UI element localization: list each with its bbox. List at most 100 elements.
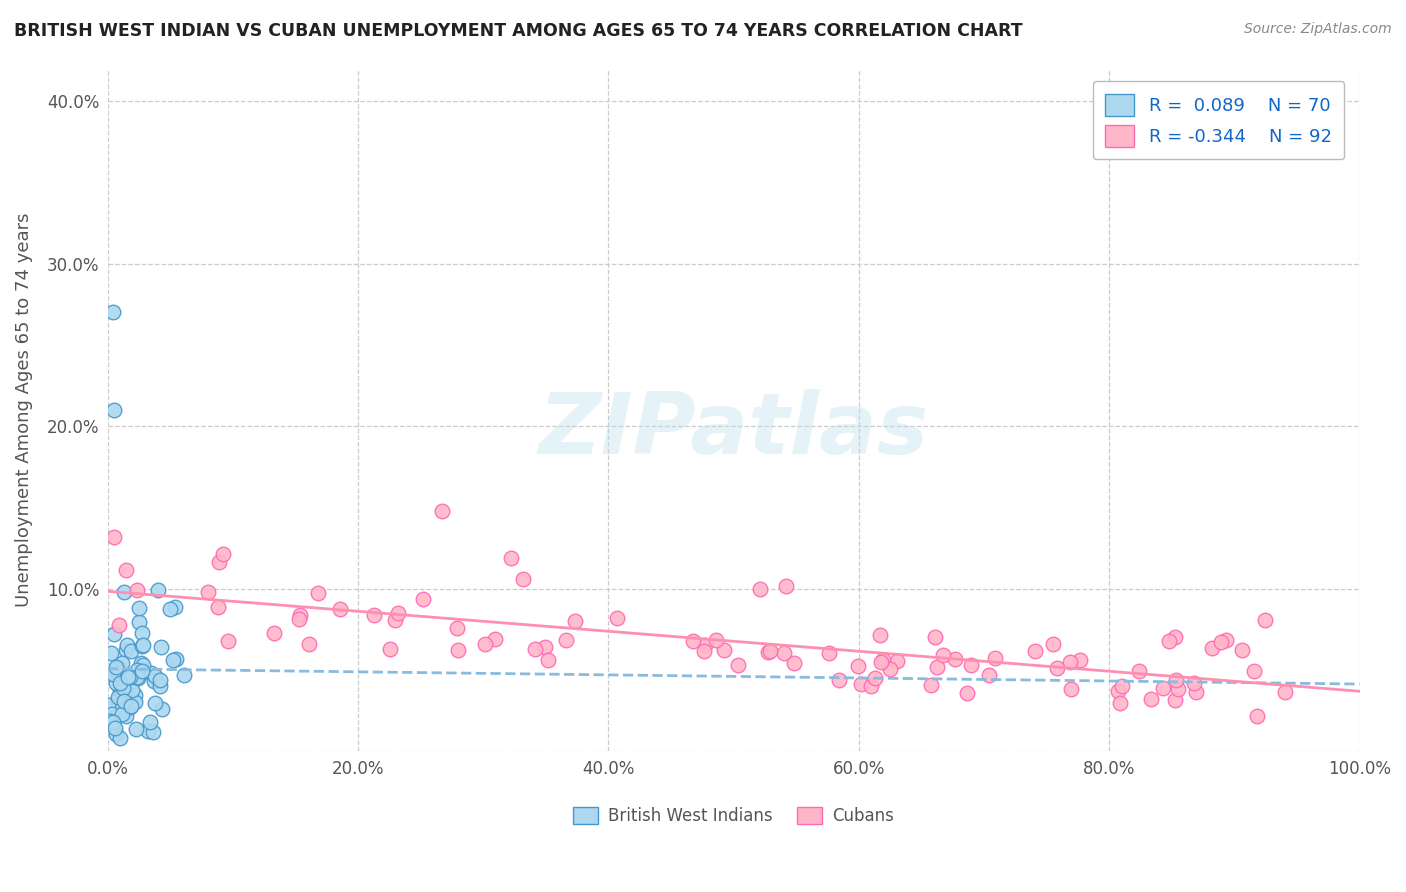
Point [384, 613, 406, 627]
Point [1215, 632, 1237, 647]
Y-axis label: Unemployment Among Ages 65 to 74 years: Unemployment Among Ages 65 to 74 years [15, 212, 32, 607]
Point [1182, 676, 1205, 690]
Point [879, 661, 901, 675]
Point [1140, 692, 1163, 706]
Point [120, 700, 142, 714]
Point [148, 583, 170, 598]
Point [984, 651, 1007, 665]
Point [162, 653, 184, 667]
Point [117, 670, 139, 684]
Point [110, 656, 132, 670]
Point [121, 683, 143, 698]
Point [103, 403, 125, 417]
Point [1246, 709, 1268, 723]
Point [925, 659, 948, 673]
Point [131, 656, 153, 670]
Point [447, 643, 470, 657]
Legend: British West Indians, Cubans: British West Indians, Cubans [567, 801, 901, 832]
Point [920, 677, 942, 691]
Point [288, 608, 311, 623]
Point [512, 572, 534, 586]
Point [977, 667, 1000, 681]
Point [1152, 681, 1174, 695]
Point [783, 656, 806, 670]
Point [1163, 692, 1185, 706]
Point [108, 682, 131, 697]
Point [1209, 634, 1232, 648]
Point [125, 722, 148, 736]
Point [103, 530, 125, 544]
Point [924, 630, 946, 644]
Point [125, 663, 148, 677]
Point [430, 503, 453, 517]
Point [115, 709, 138, 723]
Point [554, 632, 576, 647]
Point [127, 670, 149, 684]
Point [387, 606, 409, 620]
Point [1201, 640, 1223, 655]
Point [846, 658, 869, 673]
Point [534, 640, 557, 654]
Point [142, 673, 165, 688]
Point [217, 633, 239, 648]
Point [288, 612, 311, 626]
Point [818, 646, 841, 660]
Text: BRITISH WEST INDIAN VS CUBAN UNEMPLOYMENT AMONG AGES 65 TO 74 YEARS CORRELATION : BRITISH WEST INDIAN VS CUBAN UNEMPLOYMEN… [14, 22, 1022, 40]
Point [960, 657, 983, 672]
Point [149, 679, 172, 693]
Point [120, 644, 142, 658]
Point [1107, 684, 1129, 698]
Point [98, 714, 121, 728]
Point [1254, 613, 1277, 627]
Point [886, 654, 908, 668]
Point [103, 666, 125, 681]
Point [713, 643, 735, 657]
Point [693, 644, 716, 658]
Point [132, 638, 155, 652]
Point [127, 672, 149, 686]
Point [118, 670, 141, 684]
Point [114, 681, 136, 696]
Point [378, 642, 401, 657]
Point [131, 640, 153, 654]
Point [1166, 673, 1188, 687]
Point [145, 668, 167, 682]
Point [524, 641, 547, 656]
Point [329, 601, 352, 615]
Point [150, 702, 173, 716]
Point [759, 644, 782, 658]
Point [1157, 634, 1180, 648]
Point [298, 636, 321, 650]
Point [131, 664, 153, 678]
Point [111, 706, 134, 721]
Point [101, 706, 124, 721]
Point [1046, 661, 1069, 675]
Point [108, 731, 131, 745]
Point [197, 585, 219, 599]
Point [105, 694, 128, 708]
Point [363, 607, 385, 622]
Point [131, 626, 153, 640]
Point [1024, 644, 1046, 658]
Point [704, 632, 727, 647]
Point [136, 724, 159, 739]
Point [108, 666, 131, 681]
Point [727, 657, 749, 672]
Point [537, 653, 560, 667]
Point [112, 694, 135, 708]
Point [865, 671, 887, 685]
Point [828, 673, 851, 687]
Point [138, 714, 160, 729]
Point [173, 668, 195, 682]
Point [869, 655, 891, 669]
Point [132, 657, 155, 672]
Point [104, 721, 127, 735]
Point [1243, 665, 1265, 679]
Point [101, 715, 124, 730]
Point [100, 646, 122, 660]
Point [105, 662, 128, 676]
Point [101, 305, 124, 319]
Point [564, 614, 586, 628]
Point [112, 681, 135, 695]
Point [943, 651, 966, 665]
